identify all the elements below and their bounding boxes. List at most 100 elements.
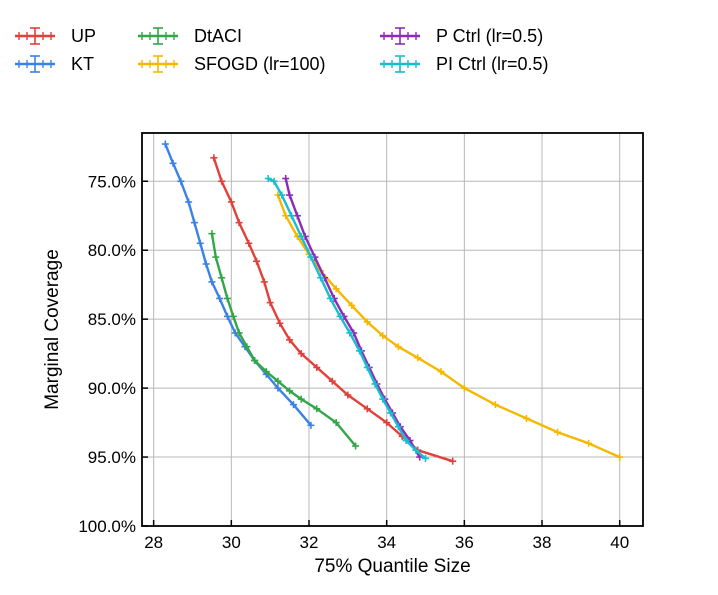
data-point — [491, 401, 499, 409]
legend-item: SFOGD (lr=100) — [138, 54, 326, 74]
data-point — [297, 350, 305, 358]
data-point — [363, 405, 371, 413]
data-point — [286, 336, 294, 344]
y-tick-label: 95.0% — [88, 448, 136, 467]
data-point — [286, 387, 294, 395]
data-point — [266, 299, 274, 307]
data-point — [412, 446, 420, 454]
legend-item: DtACI — [138, 26, 242, 46]
legend-marker — [138, 27, 178, 45]
data-point — [289, 401, 297, 409]
x-tick-label: 30 — [222, 533, 241, 552]
data-point — [235, 329, 243, 337]
data-point — [326, 294, 334, 302]
data-point — [270, 177, 278, 185]
series-line — [164, 143, 312, 427]
data-point — [585, 439, 593, 447]
series-kt — [161, 140, 315, 429]
data-point — [251, 357, 259, 365]
data-point — [264, 175, 272, 183]
legend-item: KT — [15, 54, 94, 74]
data-point — [185, 198, 193, 206]
data-point — [297, 232, 305, 240]
data-point — [332, 419, 340, 427]
data-point — [554, 428, 562, 436]
series-sfogd-lr-100 — [274, 191, 624, 461]
legend-marker — [380, 27, 420, 45]
data-point — [332, 285, 340, 293]
data-point — [262, 368, 270, 376]
data-point — [245, 239, 253, 247]
data-point — [394, 423, 402, 431]
data-point — [169, 159, 177, 167]
data-point — [460, 384, 468, 392]
data-point — [208, 230, 216, 238]
series-dtaci — [208, 230, 360, 450]
data-point — [276, 319, 284, 327]
legend-item: PI Ctrl (lr=0.5) — [380, 54, 549, 74]
x-axis: 28 30 32 34 36 38 40 — [144, 520, 629, 552]
data-point — [282, 175, 290, 183]
grid — [142, 133, 643, 527]
x-axis-title: 75% Quantile Size — [314, 556, 470, 577]
data-point — [218, 274, 226, 282]
series-layer — [161, 140, 624, 465]
data-point — [422, 454, 430, 462]
data-point — [437, 368, 445, 376]
series-line — [284, 178, 421, 458]
series-pi-ctrl-lr-0-5 — [264, 175, 430, 462]
data-point — [328, 377, 336, 385]
data-point — [274, 377, 282, 385]
data-point — [202, 260, 210, 268]
data-point — [253, 257, 261, 265]
data-point — [344, 391, 352, 399]
data-point — [260, 278, 268, 286]
data-point — [317, 274, 325, 282]
data-point — [379, 332, 387, 340]
series-line — [210, 233, 357, 447]
data-point — [307, 421, 315, 429]
x-tick-label: 36 — [455, 533, 474, 552]
data-point — [274, 384, 282, 392]
data-point — [522, 414, 530, 422]
legend-label: P Ctrl (lr=0.5) — [436, 26, 543, 46]
data-point — [218, 177, 226, 185]
data-point — [371, 380, 379, 388]
y-tick-label: 85.0% — [88, 310, 136, 329]
legend-label: PI Ctrl (lr=0.5) — [436, 54, 549, 74]
data-point — [212, 253, 220, 261]
plot-frame — [141, 132, 644, 527]
series-line — [267, 177, 427, 460]
data-point — [402, 437, 410, 445]
data-point — [196, 239, 204, 247]
data-point — [379, 395, 387, 403]
data-point — [288, 212, 296, 220]
x-tick-label: 34 — [377, 533, 396, 552]
series-up — [210, 154, 457, 465]
x-tick-label: 32 — [300, 533, 319, 552]
legend-label: KT — [71, 54, 94, 74]
data-point — [286, 191, 294, 199]
y-tick-label: 80.0% — [88, 241, 136, 260]
data-point — [394, 343, 402, 351]
data-point — [216, 294, 224, 302]
data-point — [313, 405, 321, 413]
data-point — [355, 347, 363, 355]
data-point — [190, 219, 198, 227]
x-tick-label: 38 — [533, 533, 552, 552]
y-axis-title: Marginal Coverage — [42, 249, 63, 410]
data-point — [616, 453, 624, 461]
data-point — [414, 354, 422, 362]
data-point — [336, 312, 344, 320]
data-point — [210, 154, 218, 162]
legend-label: SFOGD (lr=100) — [194, 54, 326, 74]
legend-marker — [138, 55, 178, 73]
legend-label: DtACI — [194, 26, 242, 46]
data-point — [383, 419, 391, 427]
y-axis: 75.0% 80.0% 85.0% 90.0% 95.0% 100.0% — [78, 172, 148, 536]
data-point — [363, 318, 371, 326]
legend-item: P Ctrl (lr=0.5) — [380, 26, 543, 46]
data-point — [177, 177, 185, 185]
data-point — [348, 301, 356, 309]
x-tick-label: 28 — [144, 533, 163, 552]
